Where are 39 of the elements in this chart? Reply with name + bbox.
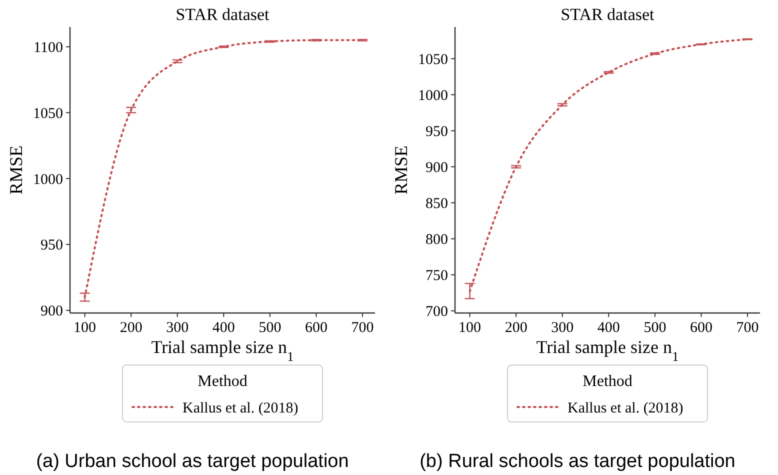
y-tick-label: 750 [426,268,448,284]
legend-label: Kallus et al. (2018) [568,400,684,416]
x-tick-label: 500 [258,320,282,336]
x-tick-label: 400 [212,320,235,336]
x-tick-label: 600 [690,320,712,336]
y-tick-label: 900 [40,304,63,320]
text: (a) Urban school as target population [36,451,349,472]
x-tick-label: 700 [351,320,374,336]
x-tick-label: 500 [644,320,666,336]
x-tick-label: 100 [458,320,482,336]
chart-title: STAR dataset [176,5,270,24]
x-axis-title: Trial sample size n$_{1}$ [151,337,294,364]
text: (b) Rural schools as target population [420,451,736,472]
x-tick-label: 100 [74,320,96,336]
x-axis-title: Trial sample size n$_{1}$ [536,337,679,364]
x-tick-label: 300 [551,320,574,336]
x-tick-label: 700 [736,320,759,336]
legend-title: Method [198,373,248,390]
y-tick-label: 1050 [33,106,63,122]
x-tick-label: 400 [597,320,620,336]
y-tick-label: 950 [426,124,448,140]
chart-title: STAR dataset [560,5,655,24]
y-tick-label: 700 [426,304,448,320]
y-tick-label: 950 [40,238,63,254]
y-tick-label: 1100 [34,40,63,56]
y-tick-label: 1050 [418,52,448,68]
y-tick-label: 850 [426,196,448,212]
y-axis-title: RMSE [391,145,411,195]
y-tick-label: 800 [426,232,448,248]
x-tick-label: 300 [166,320,189,336]
y-axis-title: RMSE [6,145,26,195]
x-tick-label: 200 [120,320,142,336]
legend-title: Method [582,373,632,390]
x-tick-label: 200 [504,320,528,336]
y-tick-label: 1000 [418,88,448,104]
legend-label: Kallus et al. (2018) [182,400,298,416]
y-tick-label: 900 [426,160,448,176]
y-tick-label: 1000 [33,172,63,188]
x-tick-label: 600 [304,320,328,336]
